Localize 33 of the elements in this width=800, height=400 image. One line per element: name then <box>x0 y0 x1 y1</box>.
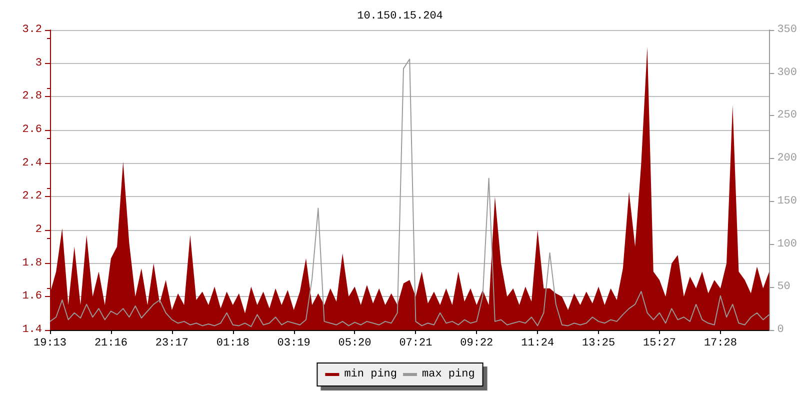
x-tick-label: 07:21 <box>399 338 433 350</box>
x-tick-label: 21:16 <box>94 338 128 350</box>
x-tick-label: 13:25 <box>582 338 616 350</box>
y-tick-label: 1.4 <box>22 324 42 336</box>
x-tick-label: 15:27 <box>642 338 676 350</box>
y-tick-label: 3.2 <box>22 24 42 36</box>
chart-title: 10.150.15.204 <box>357 10 444 22</box>
x-tick-label: 03:19 <box>277 338 310 350</box>
y-tick-label: 3 <box>35 57 42 70</box>
y2-tick-label: 350 <box>777 24 798 36</box>
x-tick-label: 17:28 <box>704 338 737 350</box>
x-tick-label: 23:17 <box>155 338 188 350</box>
y2-tick-label: 200 <box>777 152 798 165</box>
y-tick-label: 1.6 <box>22 290 42 303</box>
y2-tick-label: 0 <box>777 324 784 336</box>
y2-tick-label: 50 <box>777 281 790 294</box>
x-tick-label: 05:20 <box>338 338 372 350</box>
y-tick-label: 2.8 <box>22 90 42 103</box>
x-tick-label: 11:24 <box>521 338 554 350</box>
legend-label: min ping <box>344 368 398 380</box>
y2-tick-label: 150 <box>777 195 798 208</box>
y2-tick-label: 250 <box>777 110 798 122</box>
y2-tick-label: 100 <box>777 238 798 250</box>
y-tick-label: 2.2 <box>22 190 42 203</box>
y-tick-label: 2.6 <box>22 124 42 136</box>
x-tick-label: 09:22 <box>460 338 494 350</box>
y-tick-label: 1.8 <box>22 257 42 270</box>
y2-tick-label: 300 <box>777 66 798 79</box>
x-tick-label: 01:18 <box>216 338 250 350</box>
y-tick-label: 2 <box>35 224 42 236</box>
legend-label: max ping <box>422 368 475 380</box>
x-tick-label: 19:13 <box>33 338 67 350</box>
y-tick-label: 2.4 <box>22 157 42 170</box>
